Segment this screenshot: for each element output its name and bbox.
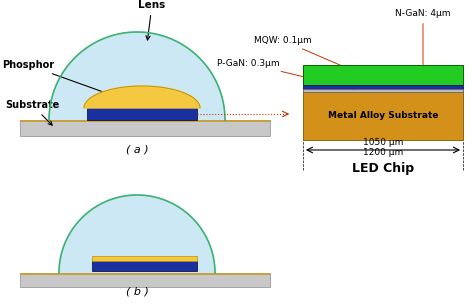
Text: Lens: Lens	[138, 0, 165, 40]
Bar	[303, 92, 463, 140]
Text: ( a ): ( a )	[126, 144, 148, 154]
Text: Metal Alloy Substrate: Metal Alloy Substrate	[328, 111, 438, 120]
Text: Phosphor: Phosphor	[2, 60, 116, 97]
Polygon shape	[49, 32, 225, 120]
Bar	[303, 85, 463, 89]
Bar	[92, 261, 197, 271]
Polygon shape	[59, 195, 215, 273]
Bar	[303, 65, 463, 85]
Bar	[20, 120, 270, 122]
Bar	[20, 273, 270, 275]
Text: ( b ): ( b )	[126, 287, 148, 297]
Bar	[87, 108, 197, 120]
Bar	[20, 120, 270, 136]
Bar	[20, 273, 270, 287]
Polygon shape	[84, 86, 200, 108]
Text: LED Chip: LED Chip	[352, 162, 414, 175]
Text: P-GaN: 0.3μm: P-GaN: 0.3μm	[217, 59, 355, 90]
Text: 1200 μm: 1200 μm	[363, 148, 403, 157]
Text: MQW: 0.1μm: MQW: 0.1μm	[254, 36, 387, 86]
Text: 1050 μm: 1050 μm	[363, 138, 403, 147]
Text: Substrate: Substrate	[5, 100, 59, 125]
Bar	[303, 89, 463, 92]
Text: N-GaN: 4μm: N-GaN: 4μm	[395, 9, 451, 71]
Bar	[92, 256, 197, 261]
